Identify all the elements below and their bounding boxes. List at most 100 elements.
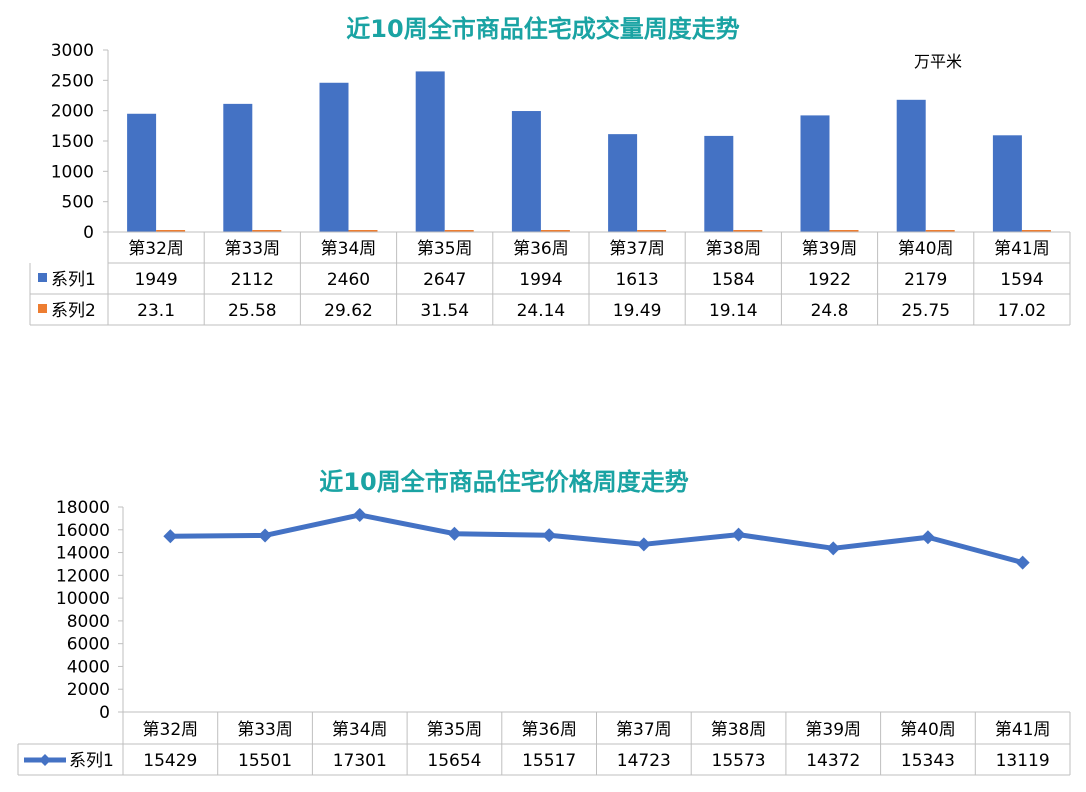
chart1-category-label: 第32周 [128, 239, 184, 259]
chart1-series2-value: 23.1 [137, 301, 175, 321]
chart1-category-label: 第36周 [513, 239, 569, 259]
chart2-series1-value: 15343 [901, 751, 955, 771]
chart2-series1-value: 15501 [238, 751, 292, 771]
chart1-category-label: 第35周 [417, 239, 473, 259]
chart2-point [636, 537, 651, 552]
chart1-bar-series2 [348, 230, 378, 232]
chart1-y-tick-label: 3000 [51, 41, 94, 61]
chart1-series1-value: 2112 [231, 270, 274, 290]
chart1-y-tick-label: 1500 [51, 132, 94, 152]
chart1-series2-value: 25.75 [901, 301, 950, 321]
chart1-series1-value: 2647 [423, 270, 466, 290]
chart1-y-tick-label: 2000 [51, 102, 94, 122]
chart1-bar-series2 [637, 230, 667, 232]
chart1-series1-value: 1922 [808, 270, 851, 290]
chart1-series1-value: 2460 [327, 270, 370, 290]
chart1-bar-series2 [252, 230, 282, 232]
chart2-category-label: 第32周 [143, 720, 199, 740]
chart2-y-tick-label: 0 [99, 703, 110, 723]
chart1-bar-series1 [415, 71, 445, 232]
chart2-legend-label-series1: 系列1 [69, 751, 114, 771]
chart1-bar-series1 [800, 115, 830, 232]
chart1-bar-series2 [540, 230, 570, 232]
chart2-y-tick-label: 4000 [67, 657, 110, 677]
chart1-series2-value: 17.02 [998, 301, 1047, 321]
chart2-series1-value: 15654 [427, 751, 481, 771]
chart2-category-label: 第36周 [521, 720, 577, 740]
chart2-point [542, 528, 557, 543]
chart1-bar-series2 [829, 230, 859, 232]
chart1-series2-value: 19.14 [709, 301, 758, 321]
chart2-category-label: 第41周 [995, 720, 1051, 740]
chart2-category-label: 第33周 [237, 720, 293, 740]
chart2-category-label: 第39周 [805, 720, 861, 740]
chart1-category-label: 第37周 [609, 239, 665, 259]
chart2-point [826, 541, 841, 556]
chart1-legend-key-series2 [38, 304, 47, 313]
chart1-bar-series1 [511, 111, 541, 232]
chart1-category-label: 第34周 [321, 239, 377, 259]
chart1-series2-value: 24.14 [517, 301, 566, 321]
chart1-bar-series2 [444, 230, 474, 232]
chart1-series1-value: 1594 [1000, 270, 1043, 290]
chart2-series1-line [170, 512, 1024, 566]
chart1-legend-label-series2: 系列2 [51, 301, 96, 321]
chart1-category-label: 第33周 [224, 239, 280, 259]
chart1-bar-series2 [925, 230, 955, 232]
chart2-series1-value: 14372 [806, 751, 860, 771]
chart1-y-tick-label: 2500 [51, 71, 94, 91]
chart2-category-label: 第34周 [332, 720, 388, 740]
chart1-y-tick-label: 0 [83, 223, 94, 243]
chart2-point [1015, 555, 1030, 570]
chart2-category-label: 第35周 [427, 720, 483, 740]
chart1-category-label: 第41周 [994, 239, 1050, 259]
chart1-bar-series1 [223, 103, 253, 232]
chart1-series2-value: 29.62 [324, 301, 373, 321]
chart2-y-tick-label: 8000 [67, 612, 110, 632]
chart1-unit-label: 万平米 [914, 52, 962, 71]
chart1-bar-series2 [733, 230, 763, 232]
chart2-legend-key-marker [39, 754, 51, 766]
chart1-bar-series1 [319, 82, 349, 232]
chart2-point [352, 507, 367, 522]
chart2-category-label: 第37周 [616, 720, 672, 740]
chart2-y-tick-label: 2000 [67, 680, 110, 700]
chart1-bar-series1 [992, 135, 1022, 232]
chart1-category-label: 第38周 [705, 239, 761, 259]
chart1-series1-value: 1613 [615, 270, 658, 290]
chart1-legend-label-series1: 系列1 [51, 270, 96, 290]
chart2-category-label: 第38周 [711, 720, 767, 740]
chart1-series1-value: 2179 [904, 270, 947, 290]
chart1-series1-value: 1584 [712, 270, 755, 290]
chart1-legend-key-series1 [38, 273, 47, 282]
chart1-y-tick-label: 500 [62, 193, 94, 213]
chart2-point [163, 529, 178, 544]
chart1-series2-value: 25.58 [228, 301, 277, 321]
chart2-series1-value: 14723 [617, 751, 671, 771]
chart1-series2-value: 31.54 [420, 301, 469, 321]
chart2-series1-value: 13119 [996, 751, 1050, 771]
chart1-series2-value: 19.49 [613, 301, 662, 321]
chart1-bar-series1 [608, 134, 638, 232]
chart1-bar-series2 [156, 230, 186, 232]
chart2-title: 近10周全市商品住宅价格周度走势 [319, 468, 688, 496]
chart2-point [731, 527, 746, 542]
chart2-series1-value: 15517 [522, 751, 576, 771]
chart2-series1-value: 15573 [712, 751, 766, 771]
chart2-point [447, 526, 462, 541]
chart1-category-label: 第39周 [802, 239, 858, 259]
chart2-y-tick-label: 6000 [67, 635, 110, 655]
chart2-y-tick-label: 14000 [56, 544, 110, 564]
chart1-y-tick-label: 1000 [51, 162, 94, 182]
chart1-series2-value: 24.8 [811, 301, 849, 321]
chart1-series1-value: 1949 [134, 270, 177, 290]
chart2-series1-value: 15429 [143, 751, 197, 771]
chart2-series1-value: 17301 [333, 751, 387, 771]
chart1-bar-series2 [1021, 230, 1051, 232]
chart1-bar-series1 [704, 135, 734, 232]
chart2-point [258, 528, 273, 543]
chart2-point [920, 530, 935, 545]
